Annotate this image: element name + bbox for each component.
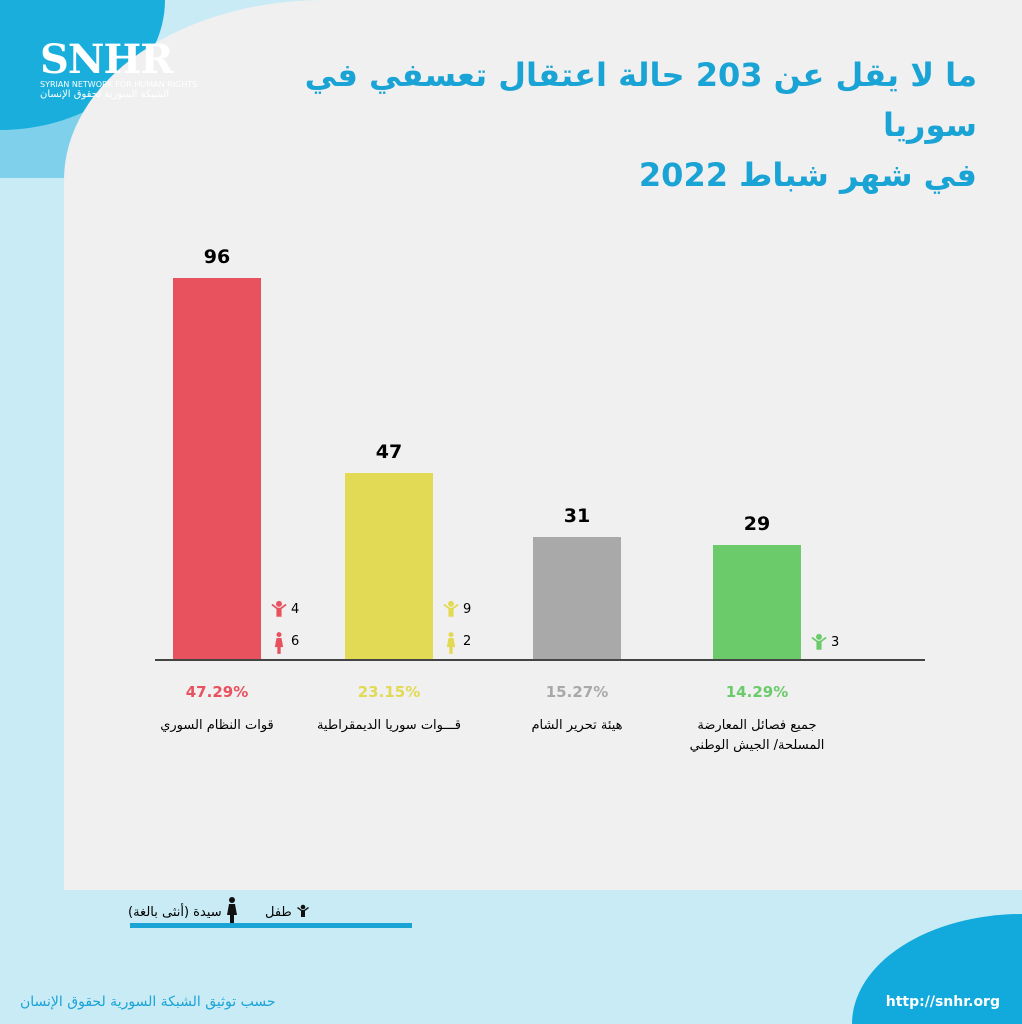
child-icon (442, 600, 460, 622)
woman-icon (446, 632, 456, 658)
bar (173, 278, 261, 660)
percentage-label: 14.29% (725, 683, 789, 701)
legend-underline (130, 923, 412, 928)
legend-woman: سيدة (أنثى بالغة) (128, 897, 238, 927)
snhr-logo: SNHR SYRIAN NETWORK FOR HUMAN RIGHTS الش… (40, 36, 198, 101)
title-line1: ما لا يقل عن 203 حالة اعتقال تعسفي في سو… (304, 56, 977, 144)
category-label: قـــوات سوريا الديمقراطية (316, 718, 462, 733)
child-icon (270, 600, 288, 622)
child-count: 3 (831, 635, 840, 650)
x-axis (155, 659, 925, 661)
bar-value-label: 47 (375, 440, 403, 463)
logo-ar: الشبكة السورية لحقوق الإنسان (40, 89, 170, 100)
legend-woman-label: سيدة (أنثى بالغة) (128, 904, 222, 920)
woman-icon (274, 632, 284, 658)
child-count: 9 (463, 602, 472, 617)
child-icon (296, 903, 310, 922)
percentage-label: 47.29% (185, 683, 249, 701)
woman-icon (226, 897, 238, 927)
bar-value-label: 96 (203, 246, 231, 268)
source-note: حسب توثيق الشبكة السورية لحقوق الإنسان (20, 994, 276, 1010)
woman-count: 2 (463, 634, 472, 649)
child-count: 4 (291, 602, 300, 617)
category-label: جميع فصائل المعارضة المسلحة/ الجيش الوطن… (689, 718, 825, 753)
bar (533, 536, 621, 660)
logo-en: SYRIAN NETWORK FOR HUMAN RIGHTS (40, 80, 198, 89)
woman-count: 6 (291, 634, 300, 649)
percentage-label: 23.15% (357, 683, 421, 701)
page-title: ما لا يقل عن 203 حالة اعتقال تعسفي في سو… (217, 50, 977, 200)
legend-child: طفل (265, 903, 310, 922)
category-label: قوات النظام السوري (160, 718, 274, 733)
logo-text: SNHR (40, 36, 173, 83)
percentage-label: 15.27% (545, 683, 609, 701)
child-icon (810, 633, 828, 655)
category-label: هيئة تحرير الشام (531, 718, 623, 733)
legend-child-label: طفل (265, 905, 292, 920)
bar-value-label: 31 (563, 504, 591, 527)
bar-value-label: 29 (743, 512, 771, 535)
bar (345, 472, 433, 660)
website-link[interactable]: http://snhr.org (885, 994, 1000, 1010)
bar (713, 544, 801, 660)
title-line2: في شهر شباط 2022 (638, 156, 977, 194)
